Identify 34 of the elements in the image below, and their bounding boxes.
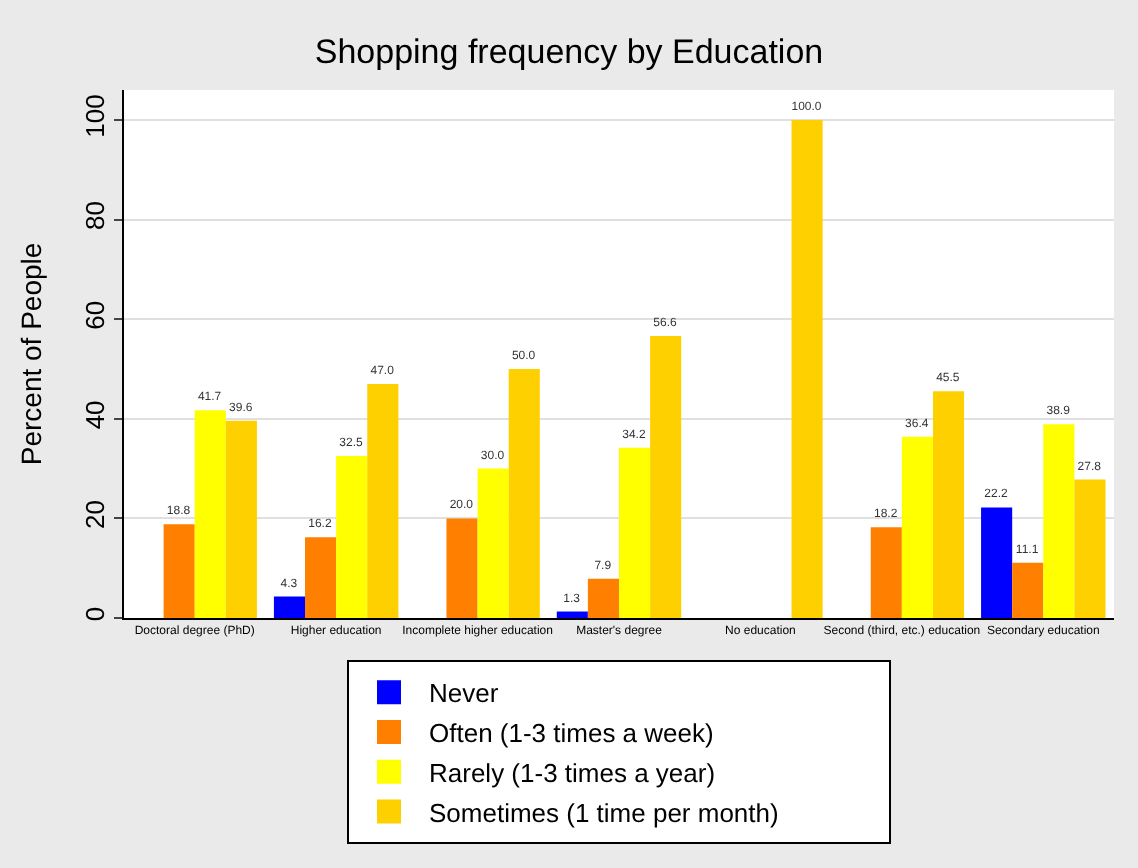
bar (791, 119, 823, 618)
legend-label: Rarely (1-3 times a year) (429, 757, 716, 788)
bar (650, 336, 682, 618)
bar (446, 518, 478, 618)
bar (508, 368, 540, 618)
legend-label: Often (1-3 times a week) (429, 718, 714, 749)
y-tick-label: 20 (79, 500, 110, 529)
bar (870, 527, 902, 618)
y-tick-label: 40 (79, 400, 110, 430)
bar (163, 524, 195, 618)
legend-label: Sometimes (1 time per month) (429, 797, 779, 828)
bar (1043, 424, 1075, 618)
bar (273, 596, 306, 618)
y-axis-title: Percent of People (14, 242, 47, 466)
bar (556, 611, 588, 618)
bar (367, 383, 399, 618)
bar (305, 537, 337, 618)
y-tick-label: 0 (79, 606, 110, 622)
bar (194, 410, 226, 618)
y-tick-label: 100 (79, 94, 110, 138)
y-tick-label: 60 (79, 300, 110, 330)
bar (1012, 562, 1044, 618)
y-tick-label: 80 (79, 201, 110, 231)
legend-label: Never (429, 678, 500, 709)
bar (901, 436, 933, 618)
bar (932, 391, 965, 618)
bar (225, 420, 257, 618)
bar (587, 578, 619, 618)
bar (981, 507, 1013, 618)
bar (619, 447, 651, 618)
bar (1074, 479, 1106, 618)
chart-title: Shopping frequency by Education (314, 32, 824, 71)
bar (477, 468, 509, 618)
bar (336, 456, 368, 618)
